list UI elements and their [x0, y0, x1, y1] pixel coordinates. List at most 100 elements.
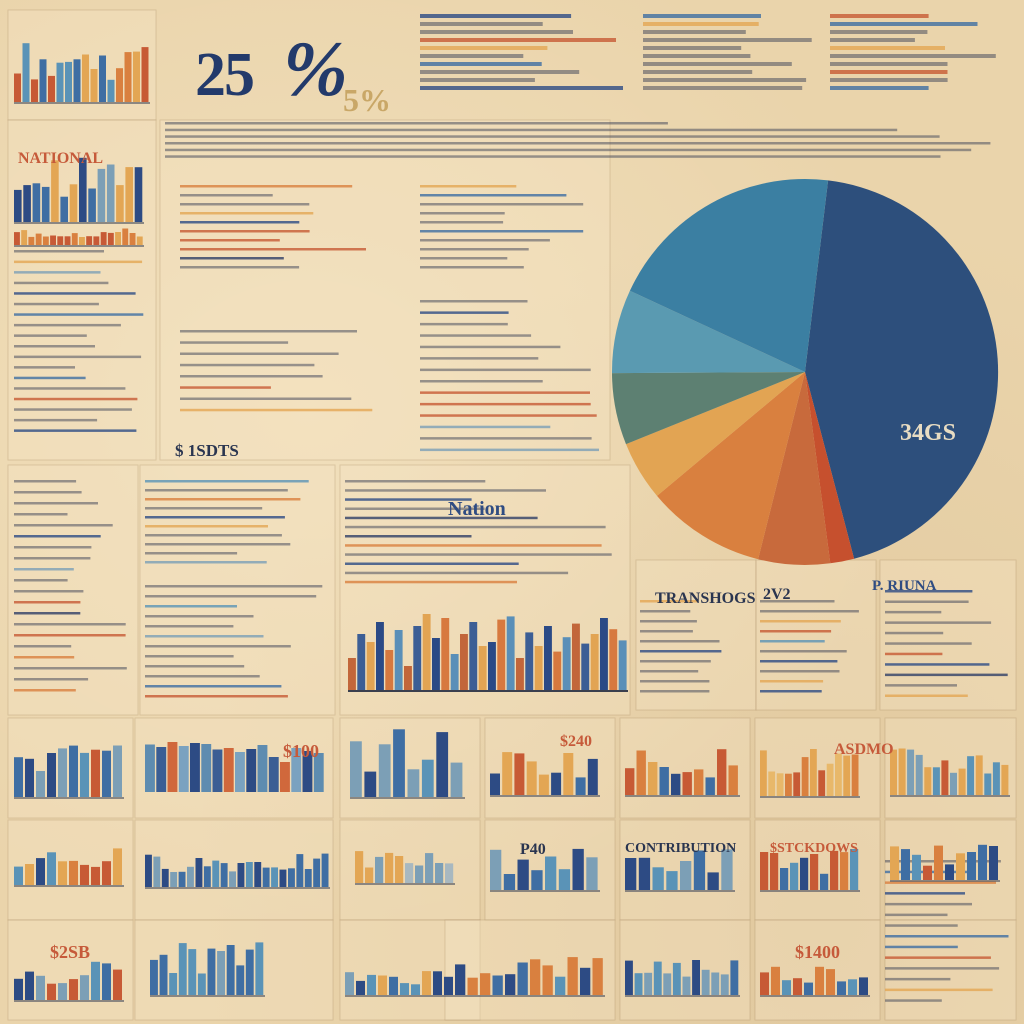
- mini-bar: [226, 945, 235, 995]
- central-bar-23: [562, 637, 571, 690]
- text-line: [180, 248, 366, 251]
- mini-bar: [21, 230, 28, 245]
- text-line: [14, 323, 121, 327]
- text-line: [14, 524, 113, 527]
- mini-bar: [51, 160, 59, 222]
- baseline: [14, 222, 144, 224]
- mini-bar: [375, 856, 384, 883]
- text-line: [14, 568, 74, 571]
- mini-bar: [580, 967, 591, 995]
- panel-bar-0: [145, 744, 155, 792]
- mini-bar: [587, 758, 598, 795]
- text-line: [14, 502, 98, 505]
- pie-slice-7: [629, 179, 829, 372]
- mini-bar: [801, 757, 809, 796]
- text-line: [760, 670, 840, 673]
- mini-bar: [890, 846, 899, 880]
- text-line: [420, 311, 509, 314]
- text-line: [885, 621, 992, 624]
- mini-bar: [50, 235, 56, 245]
- mini-bar: [467, 977, 478, 995]
- mini-bar: [350, 741, 362, 797]
- mini-bar: [99, 55, 106, 102]
- text-line: [14, 656, 75, 659]
- text-line: [14, 334, 87, 337]
- mini-bar: [136, 236, 143, 245]
- text-line: [180, 239, 280, 242]
- baseline: [760, 796, 860, 798]
- mini-bar: [551, 772, 562, 795]
- central-bar-5: [394, 630, 403, 690]
- mini-bar: [141, 47, 149, 102]
- mini-bar: [356, 980, 365, 995]
- text-line: [14, 302, 99, 306]
- text-line: [14, 634, 126, 637]
- panel-bar-13: [291, 748, 302, 792]
- text-line: [420, 345, 561, 349]
- panel-bar-8: [235, 752, 245, 792]
- text-line: [14, 535, 101, 538]
- mini-bar: [405, 863, 414, 883]
- mini-bar: [800, 857, 809, 890]
- mini-bar: [407, 769, 420, 797]
- mini-bar: [32, 183, 41, 222]
- text-line: [643, 70, 753, 74]
- mini-bar: [58, 861, 67, 885]
- baseline: [490, 890, 600, 892]
- mini-bar: [378, 744, 391, 797]
- text-line: [420, 414, 597, 417]
- mini-bar: [625, 960, 633, 995]
- text-line: [145, 480, 309, 483]
- mini-bar: [950, 772, 957, 795]
- text-line: [885, 988, 993, 992]
- text-line: [180, 330, 357, 333]
- mini-bar: [770, 853, 779, 890]
- panel: [139, 464, 336, 716]
- text-line: [14, 612, 81, 615]
- text-line: [420, 391, 590, 394]
- text-line: [885, 631, 944, 635]
- text-line: [14, 366, 75, 369]
- central-bar-4: [385, 650, 394, 690]
- mini-bar: [780, 868, 789, 890]
- panel-bar-10: [257, 745, 268, 792]
- mini-bar: [815, 966, 824, 995]
- headline-sub-value: 5%: [343, 82, 391, 118]
- text-line: [420, 266, 524, 269]
- mini-bar: [634, 973, 643, 995]
- panel-bar-2: [167, 742, 178, 792]
- text-line: [760, 600, 835, 603]
- mini-bar: [835, 753, 842, 796]
- mini-bar: [776, 773, 784, 796]
- text-line: [345, 571, 569, 575]
- mini-bar: [818, 770, 826, 796]
- text-line: [420, 194, 567, 197]
- headline-number: 25: [195, 41, 255, 109]
- text-line: [145, 605, 237, 608]
- text-line: [420, 368, 591, 372]
- heading-8: CONTRIBUTION: [625, 841, 737, 856]
- mini-bar: [203, 866, 211, 887]
- text-line: [885, 881, 996, 884]
- text-line: [165, 142, 991, 145]
- mini-bar: [433, 971, 442, 995]
- text-line: [14, 623, 126, 626]
- mini-bar: [563, 753, 574, 795]
- mini-bar: [636, 750, 646, 795]
- mini-bar: [129, 233, 136, 245]
- mini-bar: [262, 867, 270, 887]
- text-line: [14, 250, 104, 253]
- text-line: [165, 135, 940, 138]
- baseline: [625, 995, 740, 997]
- mini-bar: [102, 963, 111, 1000]
- central-bar-27: [600, 618, 608, 690]
- central-bar-25: [581, 643, 590, 690]
- mini-bar: [107, 232, 114, 245]
- text-line: [420, 14, 572, 18]
- mini-bar: [65, 61, 72, 102]
- text-line: [165, 128, 898, 132]
- text-line: [180, 185, 353, 188]
- mini-bar: [102, 861, 111, 885]
- text-line: [14, 513, 68, 516]
- text-line: [643, 78, 807, 82]
